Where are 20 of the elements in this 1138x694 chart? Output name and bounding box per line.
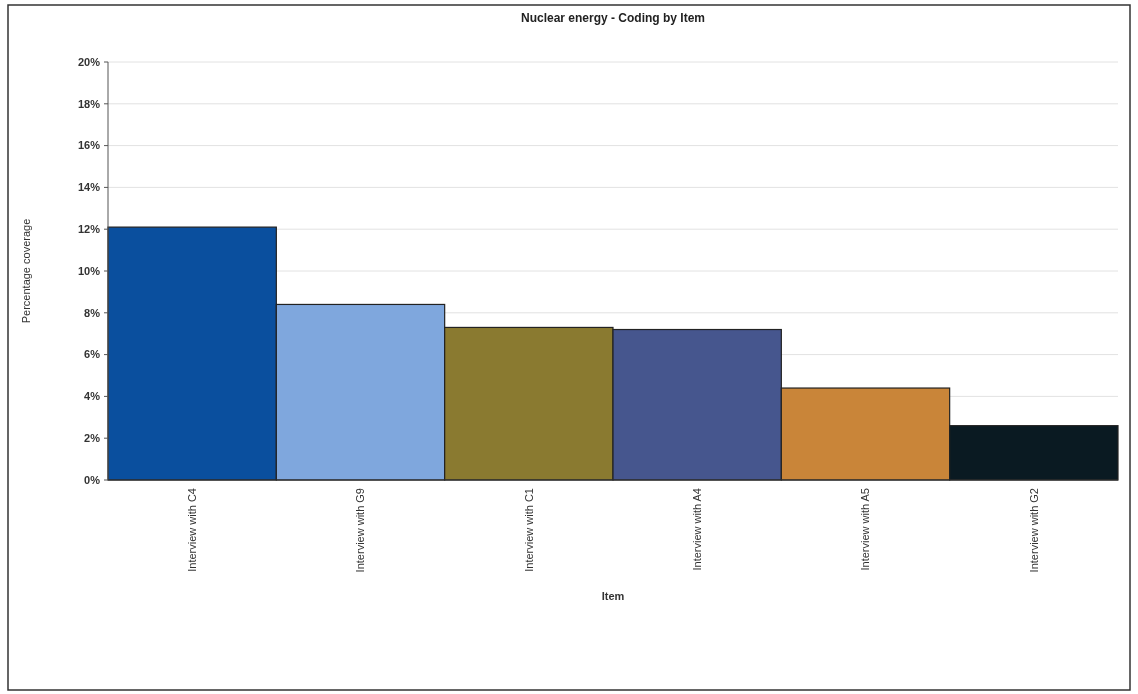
x-tick-label: Interview with C4 [186,488,199,572]
y-tick-label: 4% [84,390,101,403]
y-tick-label: 12% [77,223,101,236]
y-axis-title: Percentage coverage [20,218,32,324]
y-tick-label: 16% [77,139,101,152]
y-tick-label: 18% [77,97,101,110]
x-tick-label: Interview with C1 [522,488,535,572]
y-tick-label: 0% [84,473,101,486]
x-tick-label: Interview with A4 [691,488,704,571]
y-tick-label: 6% [84,348,101,361]
y-tick-label: 20% [77,55,101,68]
x-tick-label: Interview with G2 [1027,488,1040,573]
chart-title: Nuclear energy - Coding by Item [520,11,706,25]
y-tick-label: 2% [84,432,101,445]
x-tick-label: Interview with A5 [859,488,872,571]
x-tick-label: Interview with G9 [354,488,367,573]
y-tick-label: 14% [77,181,101,194]
x-axis-title: Item [601,590,625,602]
y-tick-label: 8% [84,306,101,319]
y-tick-label: 10% [77,264,101,277]
